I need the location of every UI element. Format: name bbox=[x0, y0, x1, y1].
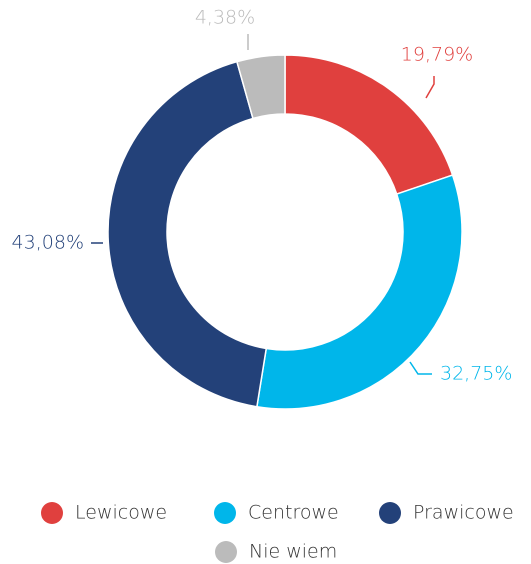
legend-label: Nie wiem bbox=[249, 541, 337, 563]
legend-swatch bbox=[41, 502, 63, 524]
donut-segment bbox=[284, 54, 454, 196]
leader-line bbox=[425, 76, 435, 99]
legend-label: Lewicowe bbox=[75, 502, 167, 524]
data-label: 32,75% bbox=[440, 363, 512, 385]
data-label: 43,08% bbox=[12, 232, 84, 254]
legend-swatch bbox=[379, 502, 401, 524]
donut-segment bbox=[107, 60, 268, 408]
legend-swatch bbox=[215, 541, 237, 563]
legend-label: Prawicowe bbox=[413, 502, 514, 524]
leader-line bbox=[409, 361, 432, 375]
data-label: 4,38% bbox=[195, 7, 255, 29]
legend-swatch bbox=[214, 502, 236, 524]
donut-segment bbox=[235, 54, 286, 120]
legend-label: Centrowe bbox=[248, 502, 339, 524]
data-label: 19,79% bbox=[401, 44, 473, 66]
donut-segment bbox=[256, 174, 463, 410]
